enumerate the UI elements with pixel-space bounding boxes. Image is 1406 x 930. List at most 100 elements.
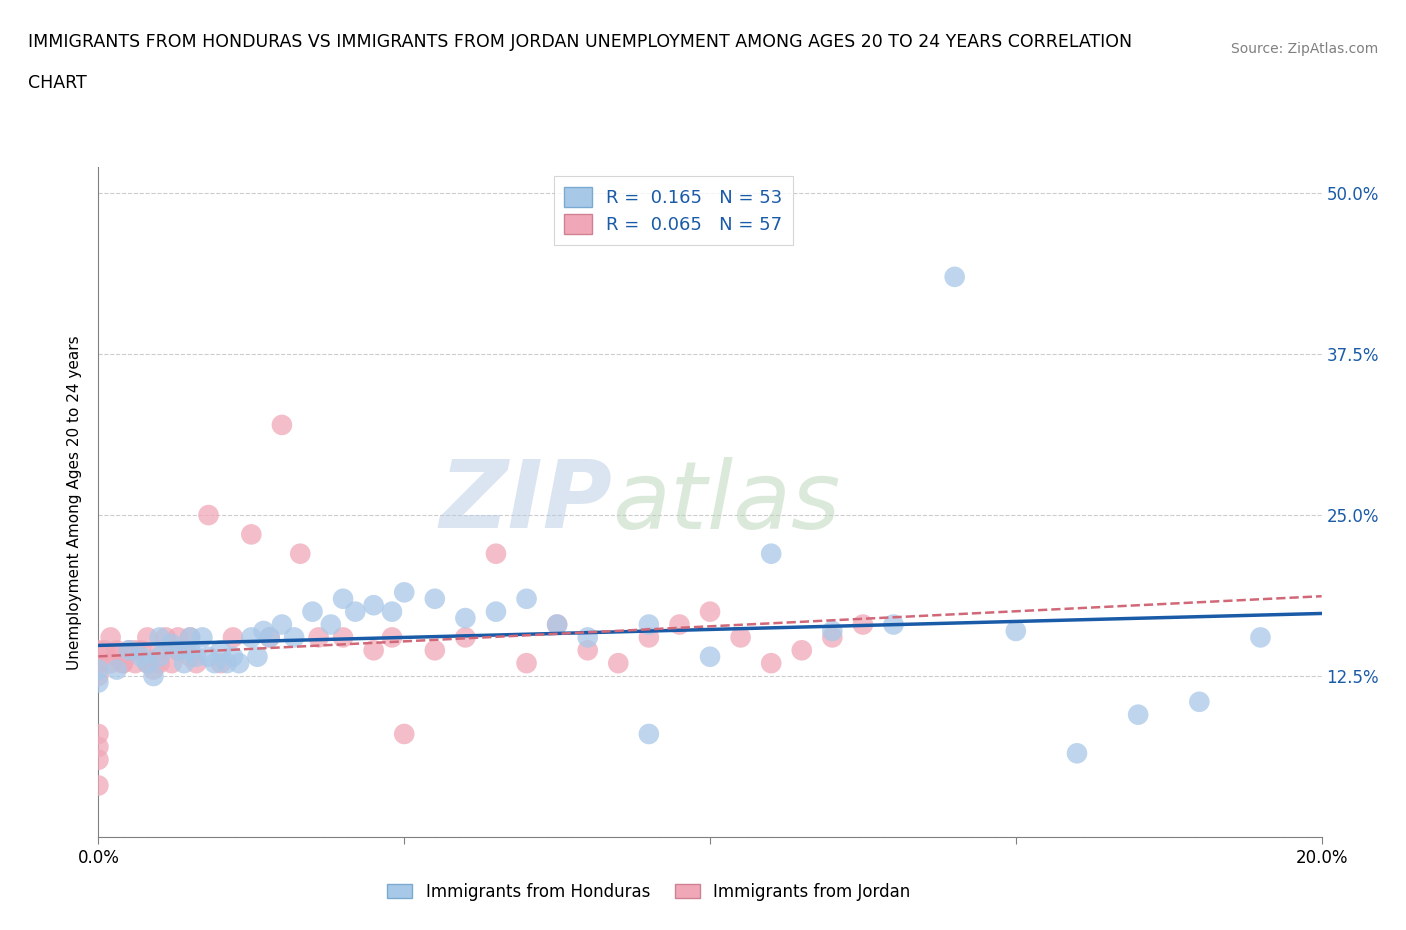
Point [149, 630, 172, 644]
Point [576, 630, 599, 644]
Point [240, 630, 263, 644]
Point [1249, 630, 1271, 644]
Point [607, 656, 630, 671]
Point [173, 656, 195, 671]
Point [87, 752, 110, 767]
Point [668, 618, 690, 632]
Point [142, 669, 165, 684]
Point [191, 630, 214, 644]
Point [392, 726, 416, 741]
Point [423, 643, 446, 658]
Point [136, 656, 159, 671]
Point [160, 656, 183, 671]
Point [118, 643, 141, 658]
Point [149, 649, 172, 664]
Point [111, 656, 134, 671]
Text: ZIP: ZIP [439, 457, 612, 548]
Point [283, 630, 305, 644]
Point [105, 662, 128, 677]
Point [485, 604, 508, 619]
Point [142, 662, 165, 677]
Point [87, 669, 110, 684]
Point [129, 649, 152, 664]
Text: CHART: CHART [28, 74, 87, 92]
Point [943, 270, 966, 285]
Point [270, 418, 292, 432]
Point [228, 656, 250, 671]
Point [454, 630, 477, 644]
Point [87, 675, 110, 690]
Text: IMMIGRANTS FROM HONDURAS VS IMMIGRANTS FROM JORDAN UNEMPLOYMENT AMONG AGES 20 TO: IMMIGRANTS FROM HONDURAS VS IMMIGRANTS F… [28, 33, 1132, 50]
Text: atlas: atlas [612, 457, 841, 548]
Point [759, 546, 782, 561]
Point [546, 618, 568, 632]
Point [259, 630, 281, 644]
Point [637, 630, 661, 644]
Point [179, 630, 201, 644]
Point [332, 591, 354, 606]
Point [160, 636, 183, 651]
Point [363, 643, 385, 658]
Point [136, 656, 159, 671]
Point [699, 649, 721, 664]
Point [332, 630, 354, 644]
Text: Source: ZipAtlas.com: Source: ZipAtlas.com [1230, 42, 1378, 56]
Point [87, 739, 110, 754]
Point [87, 662, 110, 677]
Point [186, 649, 208, 664]
Point [516, 656, 538, 671]
Point [576, 643, 599, 658]
Point [179, 630, 201, 644]
Point [186, 656, 208, 671]
Point [197, 508, 219, 523]
Point [167, 643, 190, 658]
Point [1128, 707, 1150, 722]
Point [301, 604, 323, 619]
Point [167, 630, 190, 644]
Point [93, 643, 115, 658]
Point [270, 618, 292, 632]
Point [821, 630, 844, 644]
Point [209, 656, 232, 671]
Point [423, 591, 446, 606]
Point [105, 643, 128, 658]
Point [100, 656, 122, 671]
Point [124, 656, 146, 671]
Point [381, 630, 404, 644]
Point [87, 778, 110, 793]
Point [485, 546, 508, 561]
Point [1004, 623, 1026, 638]
Point [392, 585, 416, 600]
Point [759, 656, 782, 671]
Point [308, 630, 330, 644]
Point [852, 618, 875, 632]
Point [637, 726, 661, 741]
Point [118, 643, 141, 658]
Point [883, 618, 905, 632]
Point [699, 604, 721, 619]
Point [100, 630, 122, 644]
Point [1188, 695, 1211, 710]
Point [344, 604, 367, 619]
Point [149, 656, 172, 671]
Point [87, 656, 110, 671]
Point [363, 598, 385, 613]
Point [105, 649, 128, 664]
Point [319, 618, 342, 632]
Point [454, 611, 477, 626]
Point [730, 630, 752, 644]
Point [215, 656, 238, 671]
Point [381, 604, 404, 619]
Point [179, 649, 201, 664]
Point [259, 630, 281, 644]
Point [167, 643, 190, 658]
Point [790, 643, 813, 658]
Point [290, 546, 312, 561]
Point [197, 649, 219, 664]
Point [516, 591, 538, 606]
Point [821, 623, 844, 638]
Point [179, 643, 201, 658]
Point [111, 656, 134, 671]
Y-axis label: Unemployment Among Ages 20 to 24 years: Unemployment Among Ages 20 to 24 years [67, 335, 83, 670]
Point [155, 630, 177, 644]
